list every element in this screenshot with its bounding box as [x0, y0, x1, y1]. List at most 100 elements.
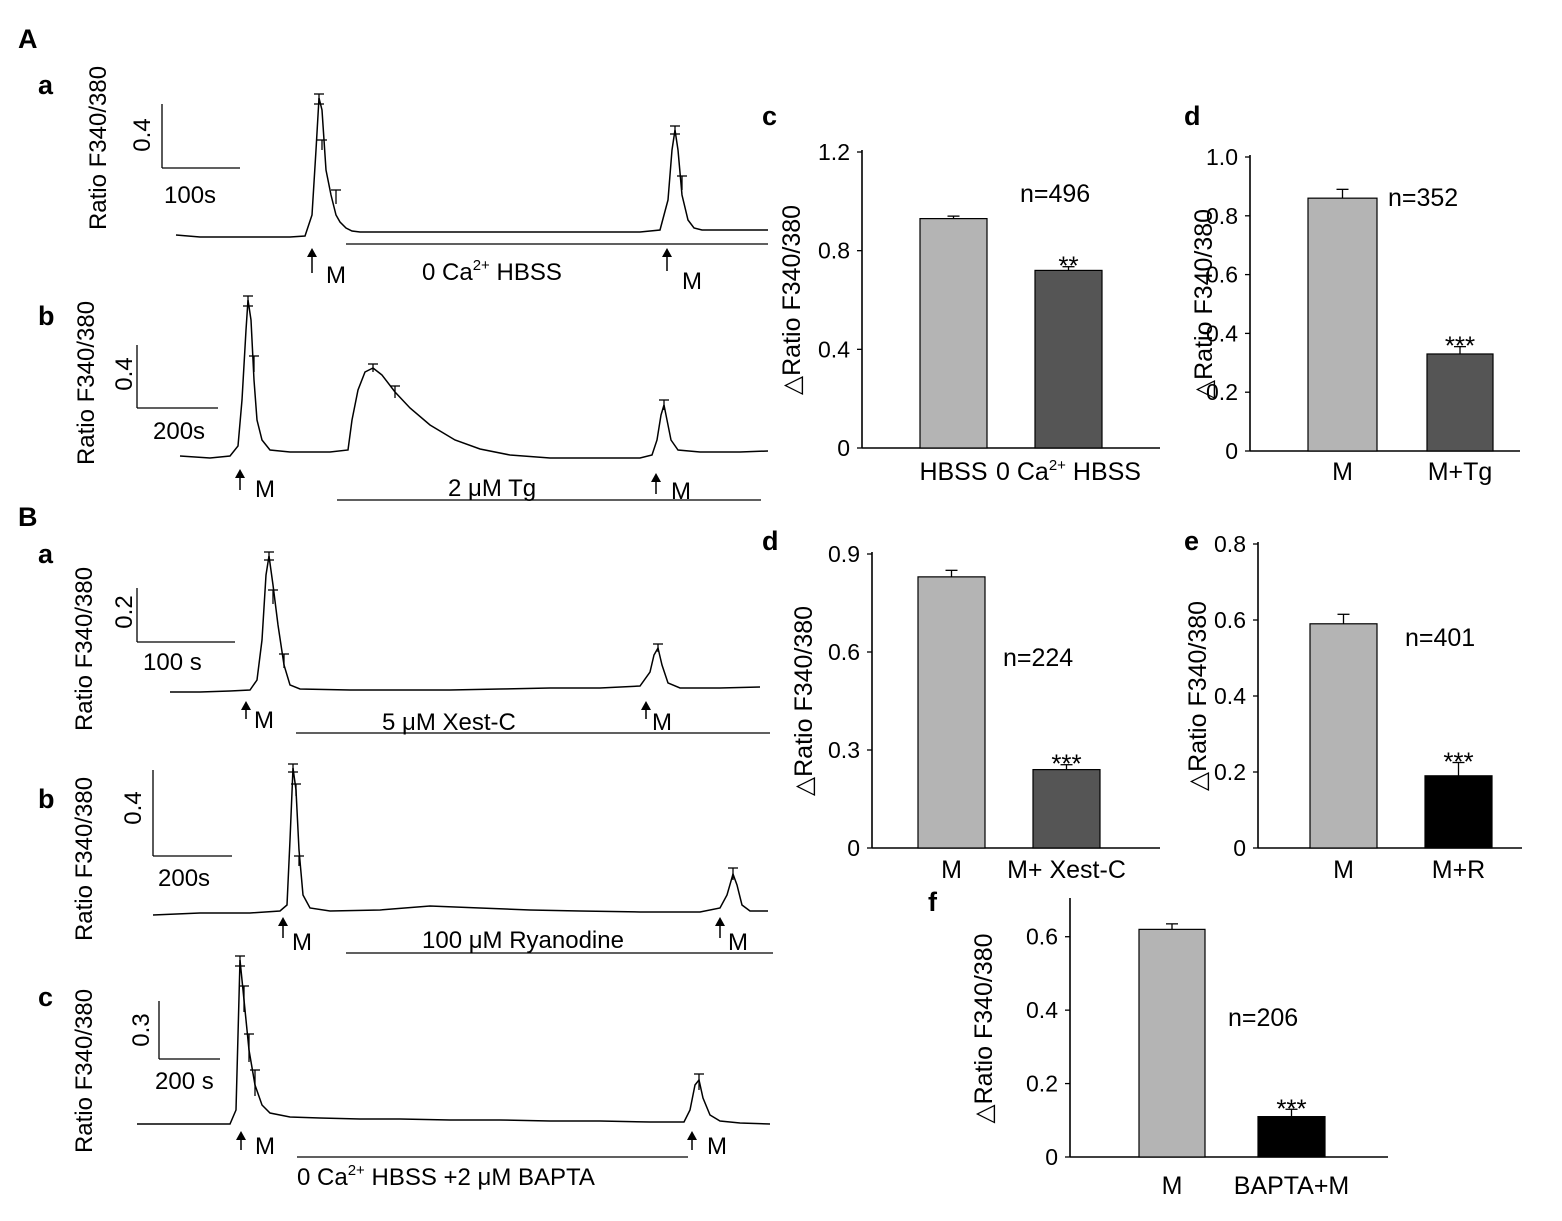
bar-chart-be-ytick-label: 0 [1233, 835, 1246, 861]
trace-ba-errorbars [264, 551, 663, 668]
bar-chart-ad-category-label-1: M [1332, 458, 1353, 486]
bar-chart-bd-ytick-label: 0 [847, 835, 860, 861]
bar-chart-ad-ytick-label: 0.4 [1206, 320, 1238, 346]
bar-chart-ac-ytick-label: 1.2 [818, 139, 850, 165]
trace-bb-arrow-label-2: M [728, 929, 748, 956]
trace-aa-errorbars [314, 93, 687, 204]
trace-bb-arrowhead-2 [715, 917, 725, 926]
panel-label-ab: b [38, 301, 55, 331]
trace-bc-scale-y-label: 0.3 [128, 1013, 155, 1046]
trace-ba-arrow-label-2: M [652, 709, 672, 736]
trace-bc-arrow-label-1: M [255, 1133, 275, 1160]
bar-chart-bd-category-label-2: M+ Xest-C [1007, 856, 1126, 884]
bar-chart-bf-ytick-label: 0.4 [1026, 997, 1058, 1023]
bar-chart-bf: 0 0.2 0.4 0.6 △Ratio F340/380 M *** BAPTA+M n=20… [970, 898, 1388, 1200]
trace-aa-arrow-label-2: M [682, 268, 702, 295]
panel-label-bc: c [38, 982, 53, 1012]
trace-ab-arrow-label-2: M [671, 478, 691, 505]
trace-bc-ylabel: Ratio F340/380 [71, 989, 98, 1153]
bar-chart-bf-ylabel: △Ratio F340/380 [970, 933, 998, 1123]
trace-bc-line [137, 959, 771, 1125]
bar-chart-be-significance-2: *** [1443, 747, 1473, 777]
trace-ba-line [170, 555, 761, 693]
bar-chart-bf-significance-2: *** [1276, 1093, 1306, 1123]
bar-chart-ac-n-label: n=496 [1020, 180, 1090, 208]
trace-ab-errorbars [243, 295, 669, 410]
trace-panel-ab: Ratio F340/380 0.4 200s M M 2 μM Tg [73, 295, 769, 505]
trace-aa-ylabel: Ratio F340/380 [85, 66, 112, 230]
bar-chart-ac-bar-2 [1034, 269, 1103, 449]
panel-label-be: e [1184, 526, 1199, 556]
trace-bb-scale-x-label: 200s [158, 865, 210, 892]
bar-chart-be: 0 0.2 0.4 0.6 0.8 △Ratio F340/380 M *** M+R n=401 [1184, 531, 1522, 884]
trace-aa-arrow-label-1: M [326, 262, 346, 289]
panel-label-ad: d [1184, 101, 1201, 131]
trace-bb-arrow-label-1: M [292, 929, 312, 956]
bar-chart-bf-bar-2 [1257, 1116, 1326, 1158]
bar-chart-bd-ytick-label: 0.9 [828, 541, 860, 567]
trace-bb-treatment-label: 100 μM Ryanodine [422, 927, 624, 954]
bar-chart-ac-category-label-1: HBSS [919, 458, 987, 486]
bar-chart-be-ylabel: △Ratio F340/380 [1184, 601, 1212, 791]
section-label-a: A [18, 24, 38, 54]
trace-ab-line [179, 299, 769, 459]
bar-chart-be-ytick-label: 0.6 [1214, 607, 1246, 633]
bar-chart-ad-ytick-label: 1.0 [1206, 144, 1238, 170]
bar-chart-bf-n-label: n=206 [1228, 1004, 1298, 1032]
bar-chart-bf-category-label-2: BAPTA+M [1234, 1172, 1350, 1200]
bar-chart-be-bar-2 [1424, 775, 1493, 849]
trace-ab-ylabel: Ratio F340/380 [73, 301, 100, 465]
trace-ab-arrow-label-1: M [255, 476, 275, 503]
bar-chart-ac-category-label-2: 0 Ca2+ HBSS [996, 457, 1141, 486]
trace-bb-arrowhead-1 [278, 917, 288, 926]
bar-chart-be-ytick-label: 0.8 [1214, 531, 1246, 557]
panel-label-ba: a [38, 539, 54, 569]
trace-panel-bc: Ratio F340/380 0.3 200 s M M 0 Ca2+ HBSS… [71, 955, 771, 1191]
trace-aa-line [175, 97, 768, 238]
panel-label-bb: b [38, 784, 55, 814]
panel-label-bd: d [762, 526, 779, 556]
bar-chart-ac-ylabel: △Ratio F340/380 [778, 205, 806, 395]
panel-label-bf: f [928, 887, 938, 917]
trace-aa-arrowhead-2 [662, 248, 672, 257]
bar-chart-bf-ytick-label: 0.2 [1026, 1071, 1058, 1097]
trace-panel-bb: Ratio F340/380 0.4 200s M M 100 μM Ryano… [71, 763, 773, 956]
trace-bc-arrowhead-1 [236, 1131, 246, 1140]
trace-bb-ylabel: Ratio F340/380 [71, 777, 98, 941]
trace-ba-treatment-label: 5 μM Xest-C [382, 709, 516, 736]
bar-chart-ad-bar-1 [1307, 197, 1378, 452]
bar-chart-be-category-label-2: M+R [1432, 856, 1485, 884]
trace-bc-arrow-label-2: M [707, 1133, 727, 1160]
bar-chart-bd-bar-2 [1032, 768, 1101, 849]
trace-panel-aa: Ratio F340/380 0.4 100s M M 0 Ca2+ HBSS [85, 66, 768, 295]
bar-chart-ad-significance-2: *** [1445, 331, 1475, 361]
trace-ba-scale-y-label: 0.2 [111, 595, 138, 628]
bar-chart-bd-ytick-label: 0.3 [828, 737, 860, 763]
bar-chart-ad-n-label: n=352 [1388, 184, 1458, 212]
trace-aa-treatment-label: 0 Ca2+ HBSS [422, 257, 562, 286]
trace-bb-scale-y-label: 0.4 [120, 791, 147, 824]
bar-chart-bd-n-label: n=224 [1003, 644, 1073, 672]
bar-chart-be-ytick-label: 0.2 [1214, 759, 1246, 785]
trace-ba-scale-x-label: 100 s [143, 649, 202, 676]
bar-chart-ac-ytick-label: 0.4 [818, 336, 850, 362]
bar-chart-be-ytick-label: 0.4 [1214, 683, 1246, 709]
bar-chart-ac-ytick-label: 0.8 [818, 238, 850, 264]
trace-ba-arrowhead-2 [641, 701, 651, 710]
trace-ab-treatment-label: 2 μM Tg [448, 475, 536, 502]
bar-chart-bf-bar-1 [1138, 928, 1206, 1158]
trace-bc-treatment-label: 0 Ca2+ HBSS +2 μM BAPTA [297, 1162, 595, 1191]
trace-bb-line [152, 767, 768, 916]
bar-chart-ad-bar-2 [1426, 353, 1494, 452]
trace-bc-scale-x-label: 200 s [155, 1068, 214, 1095]
bar-chart-bd-significance-2: *** [1051, 749, 1081, 779]
trace-ba-arrowhead-1 [241, 701, 251, 710]
trace-aa-scale-x-label: 100s [164, 182, 216, 209]
bar-chart-ad-category-label-2: M+Tg [1428, 458, 1493, 486]
bar-chart-bf-ytick-label: 0.6 [1026, 924, 1058, 950]
bar-chart-bd: 0 0.3 0.6 0.9 △Ratio F340/380 M *** M+ Xest-C n=… [790, 541, 1160, 884]
trace-ba-ylabel: Ratio F340/380 [71, 567, 98, 731]
panel-label-ac: c [762, 101, 777, 131]
bar-chart-be-n-label: n=401 [1405, 624, 1475, 652]
